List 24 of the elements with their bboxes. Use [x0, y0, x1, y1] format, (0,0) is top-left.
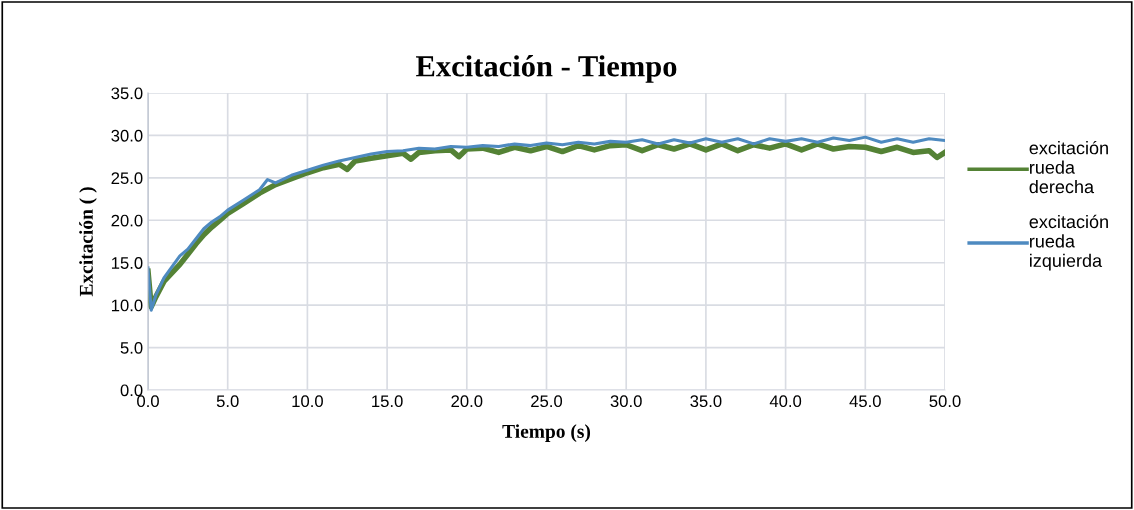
y-tick-label: 10.0 [111, 299, 143, 312]
x-tick-label: 30.0 [610, 395, 642, 408]
x-axis-title: Tiempo (s) [502, 424, 591, 442]
x-tick-label: 10.0 [292, 395, 323, 408]
y-tick-label: 20.0 [111, 214, 143, 227]
x-tick-label: 40.0 [769, 395, 802, 408]
x-tick-label: 25.0 [531, 395, 563, 408]
x-tick-label: 20.0 [451, 395, 483, 408]
y-tick-label: 15.0 [111, 257, 143, 269]
x-tick-label: 45.0 [849, 395, 881, 408]
x-tick-label: 5.0 [216, 395, 239, 408]
x-tick-label: 35.0 [690, 395, 722, 408]
y-tick-label: 0.0 [120, 384, 143, 397]
x-tick-label: 0.0 [137, 395, 159, 408]
x-tick-label: 15.0 [372, 395, 403, 408]
legend-label: excitación rueda izquierda [1029, 214, 1108, 271]
legend-label: excitación rueda derecha [1029, 140, 1108, 194]
y-tick-label: 25.0 [111, 172, 143, 185]
x-tick-label: 50.0 [929, 395, 961, 408]
y-axis-title: Excitación ( ) [79, 187, 97, 297]
y-tick-label: 35.0 [111, 87, 143, 100]
y-tick-label: 5.0 [120, 341, 143, 354]
y-tick-label: 30.0 [111, 129, 143, 142]
chart-title: Excitación - Tiempo [416, 55, 677, 83]
